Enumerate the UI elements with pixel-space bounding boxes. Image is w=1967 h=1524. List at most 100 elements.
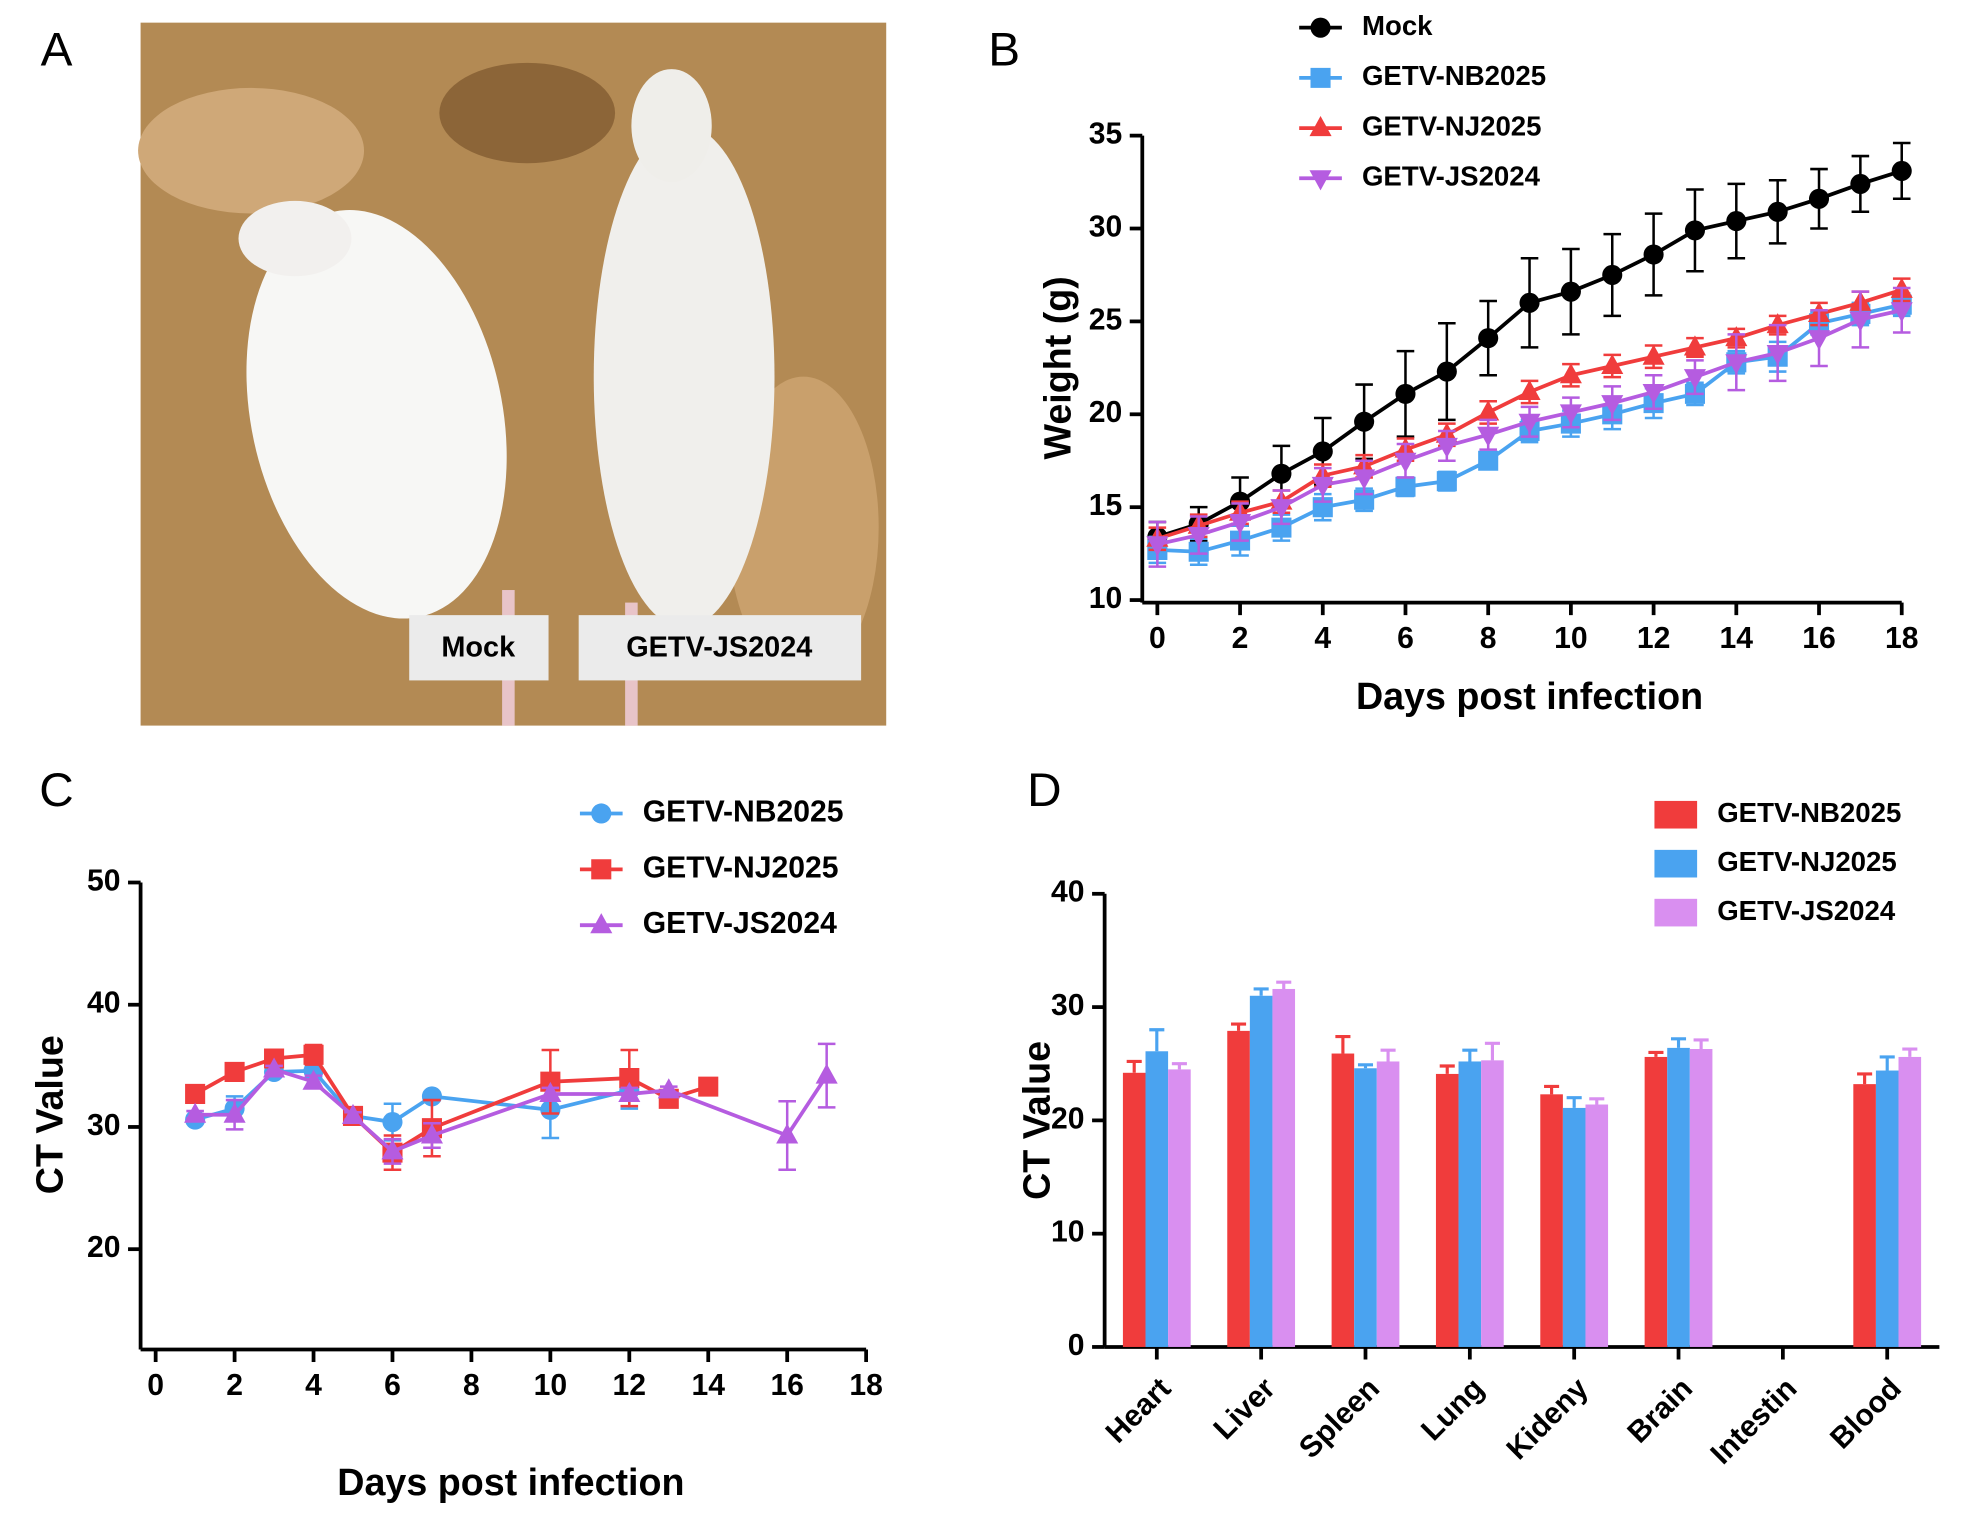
point <box>815 1063 838 1084</box>
x-tick-label: 0 <box>147 1369 164 1402</box>
x-tick-label: 10 <box>1554 622 1588 655</box>
error-bar <box>1357 1063 1374 1069</box>
legend-swatch <box>1654 898 1698 927</box>
panel-label: B <box>988 23 1020 76</box>
series-line <box>194 1068 630 1125</box>
x-tick-label: Brain <box>1621 1372 1699 1450</box>
bar <box>1458 1061 1482 1347</box>
point <box>1395 383 1416 404</box>
point <box>1643 244 1664 265</box>
point <box>1684 220 1705 241</box>
series-line <box>195 1067 829 1154</box>
error-bar <box>1484 1041 1500 1061</box>
point <box>1725 354 1748 375</box>
legend-label: GETV-NJ2025 <box>1717 846 1897 877</box>
legend-marker <box>1310 17 1331 38</box>
y-tick-label: 0 <box>1068 1329 1085 1362</box>
point <box>1436 471 1457 492</box>
label-box <box>578 615 862 681</box>
x-tick-label: 12 <box>1637 622 1671 655</box>
y-axis-title: CT Value <box>29 1035 71 1194</box>
point <box>1394 452 1417 473</box>
error-bar <box>1902 1047 1918 1057</box>
legend-label: GETV-JS2024 <box>1717 895 1896 926</box>
y-tick-label: 40 <box>1051 876 1085 909</box>
legend-label: GETV-NB2025 <box>1717 797 1901 828</box>
point <box>539 1081 562 1102</box>
bar <box>1481 1060 1504 1347</box>
mouse-head <box>631 69 712 183</box>
point <box>1559 363 1582 384</box>
bar <box>1644 1056 1668 1347</box>
bedding-patch <box>138 87 365 214</box>
point <box>1807 330 1831 351</box>
point <box>1683 369 1707 390</box>
x-tick-label: 18 <box>1885 622 1919 655</box>
bar <box>1540 1094 1563 1347</box>
x-tick-label: 14 <box>691 1369 725 1402</box>
bar <box>1853 1084 1876 1347</box>
point <box>382 1112 403 1133</box>
y-tick-label: 20 <box>1051 1102 1085 1135</box>
bar <box>1331 1053 1355 1347</box>
photo: Mock GETV-JS2024 <box>138 22 887 726</box>
bar <box>1562 1107 1586 1347</box>
point <box>1395 476 1416 497</box>
y-tick-label: 15 <box>1089 489 1123 522</box>
point <box>1519 292 1540 313</box>
error-bar <box>1253 987 1269 996</box>
error-bar <box>1439 1064 1455 1074</box>
point <box>1270 499 1293 520</box>
point <box>223 1102 246 1123</box>
point <box>185 1083 206 1104</box>
error-bar <box>1380 1048 1396 1062</box>
point <box>1766 313 1789 334</box>
y-tick-label: 30 <box>1051 989 1085 1022</box>
point <box>1146 536 1169 557</box>
x-tick-label: Kideny <box>1500 1372 1594 1466</box>
error-bar <box>1857 1072 1873 1085</box>
point <box>1766 344 1789 366</box>
y-tick-label: 50 <box>87 864 120 897</box>
x-axis-title: Days post infection <box>1356 675 1703 717</box>
bar <box>1376 1061 1400 1347</box>
bar <box>1435 1073 1459 1347</box>
legend-marker <box>590 913 613 934</box>
x-tick-label: 4 <box>305 1369 322 1402</box>
y-tick-label: 35 <box>1089 118 1123 151</box>
mouse-mock <box>246 210 507 619</box>
legend-label: GETV-JS2024 <box>1362 161 1541 192</box>
point <box>1477 426 1500 447</box>
x-tick-label: 4 <box>1314 622 1331 655</box>
label-box <box>409 615 549 681</box>
bar <box>1122 1072 1146 1347</box>
legend-label: Mock <box>1362 10 1433 41</box>
error-bar <box>1462 1048 1478 1062</box>
point <box>698 1076 719 1097</box>
bar <box>1145 1051 1169 1347</box>
bar <box>1667 1047 1690 1347</box>
mouse-head <box>238 200 352 277</box>
x-tick-label: 16 <box>770 1369 804 1402</box>
point <box>1559 404 1582 425</box>
x-tick-label: 12 <box>613 1369 647 1402</box>
point <box>1271 463 1292 484</box>
point <box>776 1123 799 1144</box>
error-bar <box>1171 1062 1187 1070</box>
error-bar <box>1589 1097 1605 1105</box>
bar <box>1585 1104 1609 1347</box>
x-tick-label: Intestin <box>1704 1372 1803 1471</box>
point <box>1601 395 1624 416</box>
point <box>1518 379 1541 401</box>
point <box>302 1069 325 1090</box>
panel-label: D <box>1027 764 1061 817</box>
legend-marker <box>1309 116 1332 137</box>
bar <box>1875 1070 1899 1347</box>
series-line <box>1156 169 1903 539</box>
bar <box>1249 995 1273 1347</box>
point <box>1353 469 1376 490</box>
y-tick-label: 20 <box>87 1231 120 1264</box>
legend-label: GETV-NJ2025 <box>643 851 839 884</box>
point <box>1850 173 1871 194</box>
